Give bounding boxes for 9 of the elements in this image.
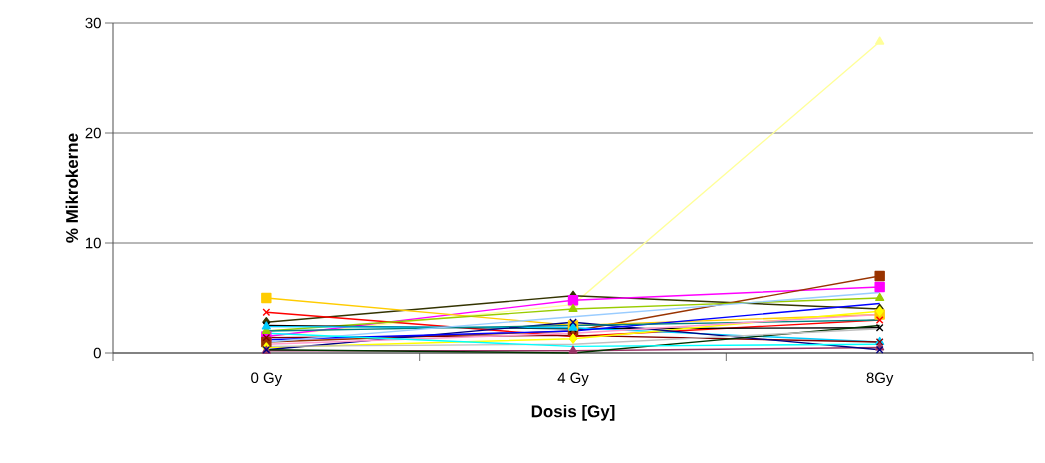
x-tick-label: 0 Gy	[251, 372, 283, 387]
y-tick-label: 10	[86, 237, 101, 249]
y-tick-label: 20	[85, 127, 101, 139]
x-tick-label: 8Gy	[866, 372, 894, 387]
y-tick-label: 30	[85, 17, 101, 29]
y-tick-label: 0	[93, 347, 101, 359]
y-axis-title: % Mikrokerne	[65, 133, 79, 243]
x-axis-title: Dosis [Gy]	[531, 404, 615, 421]
x-tick-label: 4 Gy	[557, 372, 589, 387]
